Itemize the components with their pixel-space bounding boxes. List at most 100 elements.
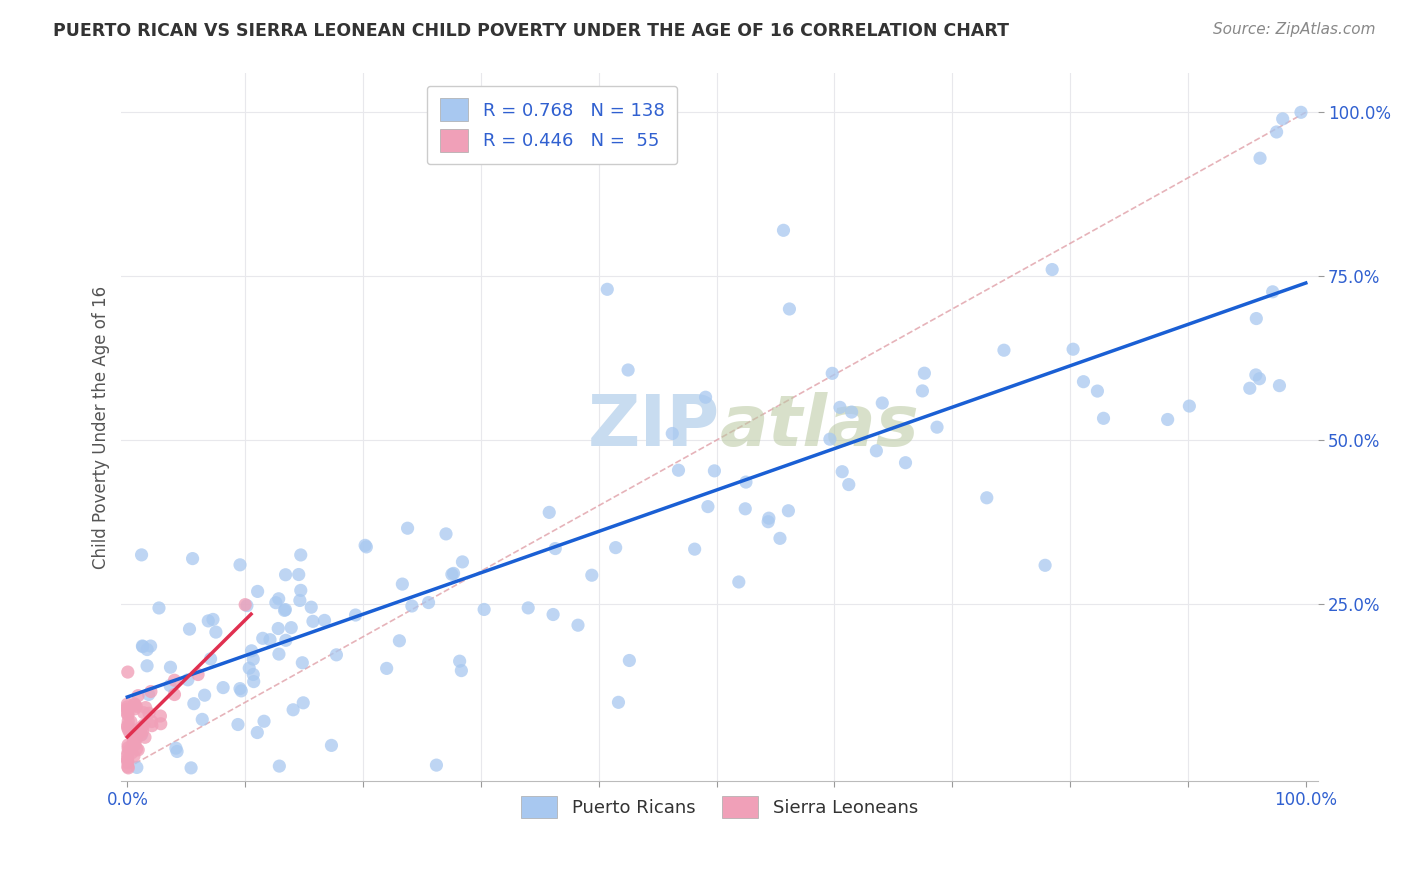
Text: atlas: atlas — [720, 392, 920, 461]
Point — [141, 714, 163, 729]
Text: PUERTO RICAN VS SIERRA LEONEAN CHILD POVERTY UNDER THE AGE OF 16 CORRELATION CHA: PUERTO RICAN VS SIERRA LEONEAN CHILD POV… — [53, 22, 1010, 40]
Point — [159, 660, 181, 674]
Point — [149, 709, 172, 723]
Point — [302, 615, 325, 629]
Point — [668, 463, 690, 477]
Point — [267, 622, 290, 636]
Point — [166, 744, 188, 758]
Point — [703, 464, 725, 478]
Point — [581, 568, 603, 582]
Point — [375, 661, 398, 675]
Point — [894, 456, 917, 470]
Point — [131, 724, 153, 739]
Point — [778, 504, 800, 518]
Point — [177, 673, 200, 687]
Point — [259, 632, 281, 647]
Point — [131, 728, 153, 742]
Point — [821, 367, 844, 381]
Point — [418, 596, 440, 610]
Point — [354, 538, 377, 552]
Point — [229, 558, 252, 572]
Point — [179, 622, 201, 636]
Point — [180, 761, 202, 775]
Point — [163, 688, 186, 702]
Point — [122, 749, 145, 764]
Point — [911, 384, 934, 398]
Point — [388, 633, 411, 648]
Point — [292, 696, 315, 710]
Point — [727, 574, 749, 589]
Point — [735, 475, 758, 489]
Point — [772, 223, 794, 237]
Point — [274, 602, 297, 616]
Point — [139, 639, 162, 653]
Point — [818, 432, 841, 446]
Point — [125, 699, 148, 714]
Point — [769, 532, 792, 546]
Point — [472, 602, 495, 616]
Point — [838, 477, 860, 491]
Point — [122, 737, 145, 751]
Point — [325, 648, 347, 662]
Point — [117, 740, 139, 755]
Point — [356, 540, 378, 554]
Point — [828, 401, 851, 415]
Point — [127, 743, 149, 757]
Point — [274, 633, 297, 648]
Point — [1178, 399, 1201, 413]
Point — [148, 601, 170, 615]
Point — [117, 753, 139, 767]
Point — [605, 541, 627, 555]
Point — [841, 405, 863, 419]
Point — [758, 511, 780, 525]
Legend: Puerto Ricans, Sierra Leoneans: Puerto Ricans, Sierra Leoneans — [513, 789, 925, 825]
Point — [124, 738, 146, 752]
Point — [226, 717, 249, 731]
Text: Source: ZipAtlas.com: Source: ZipAtlas.com — [1212, 22, 1375, 37]
Point — [165, 741, 187, 756]
Point — [159, 679, 181, 693]
Point — [117, 761, 139, 775]
Point — [117, 738, 139, 752]
Point — [538, 505, 561, 519]
Point — [238, 661, 260, 675]
Point — [1073, 375, 1095, 389]
Point — [253, 714, 276, 729]
Point — [139, 684, 162, 698]
Point — [1246, 311, 1268, 326]
Point — [1249, 372, 1271, 386]
Point — [124, 702, 146, 716]
Point — [287, 567, 309, 582]
Point — [1271, 112, 1294, 126]
Point — [117, 747, 139, 762]
Point — [129, 721, 152, 735]
Point — [267, 647, 290, 661]
Point — [831, 465, 853, 479]
Point — [233, 598, 256, 612]
Point — [117, 702, 139, 716]
Point — [1244, 368, 1267, 382]
Point — [273, 603, 295, 617]
Point — [872, 396, 894, 410]
Point — [756, 515, 779, 529]
Point — [117, 721, 139, 735]
Point — [517, 601, 540, 615]
Point — [451, 555, 474, 569]
Point — [450, 664, 472, 678]
Point — [401, 599, 423, 613]
Point — [321, 739, 343, 753]
Point — [1265, 125, 1288, 139]
Point — [141, 719, 163, 733]
Point — [264, 596, 287, 610]
Point — [117, 707, 139, 722]
Point — [596, 282, 619, 296]
Point — [695, 390, 717, 404]
Point — [120, 714, 142, 729]
Point — [212, 681, 235, 695]
Point — [391, 577, 413, 591]
Point — [125, 742, 148, 756]
Point — [240, 644, 263, 658]
Point — [1249, 151, 1271, 165]
Point — [697, 500, 720, 514]
Point — [242, 674, 264, 689]
